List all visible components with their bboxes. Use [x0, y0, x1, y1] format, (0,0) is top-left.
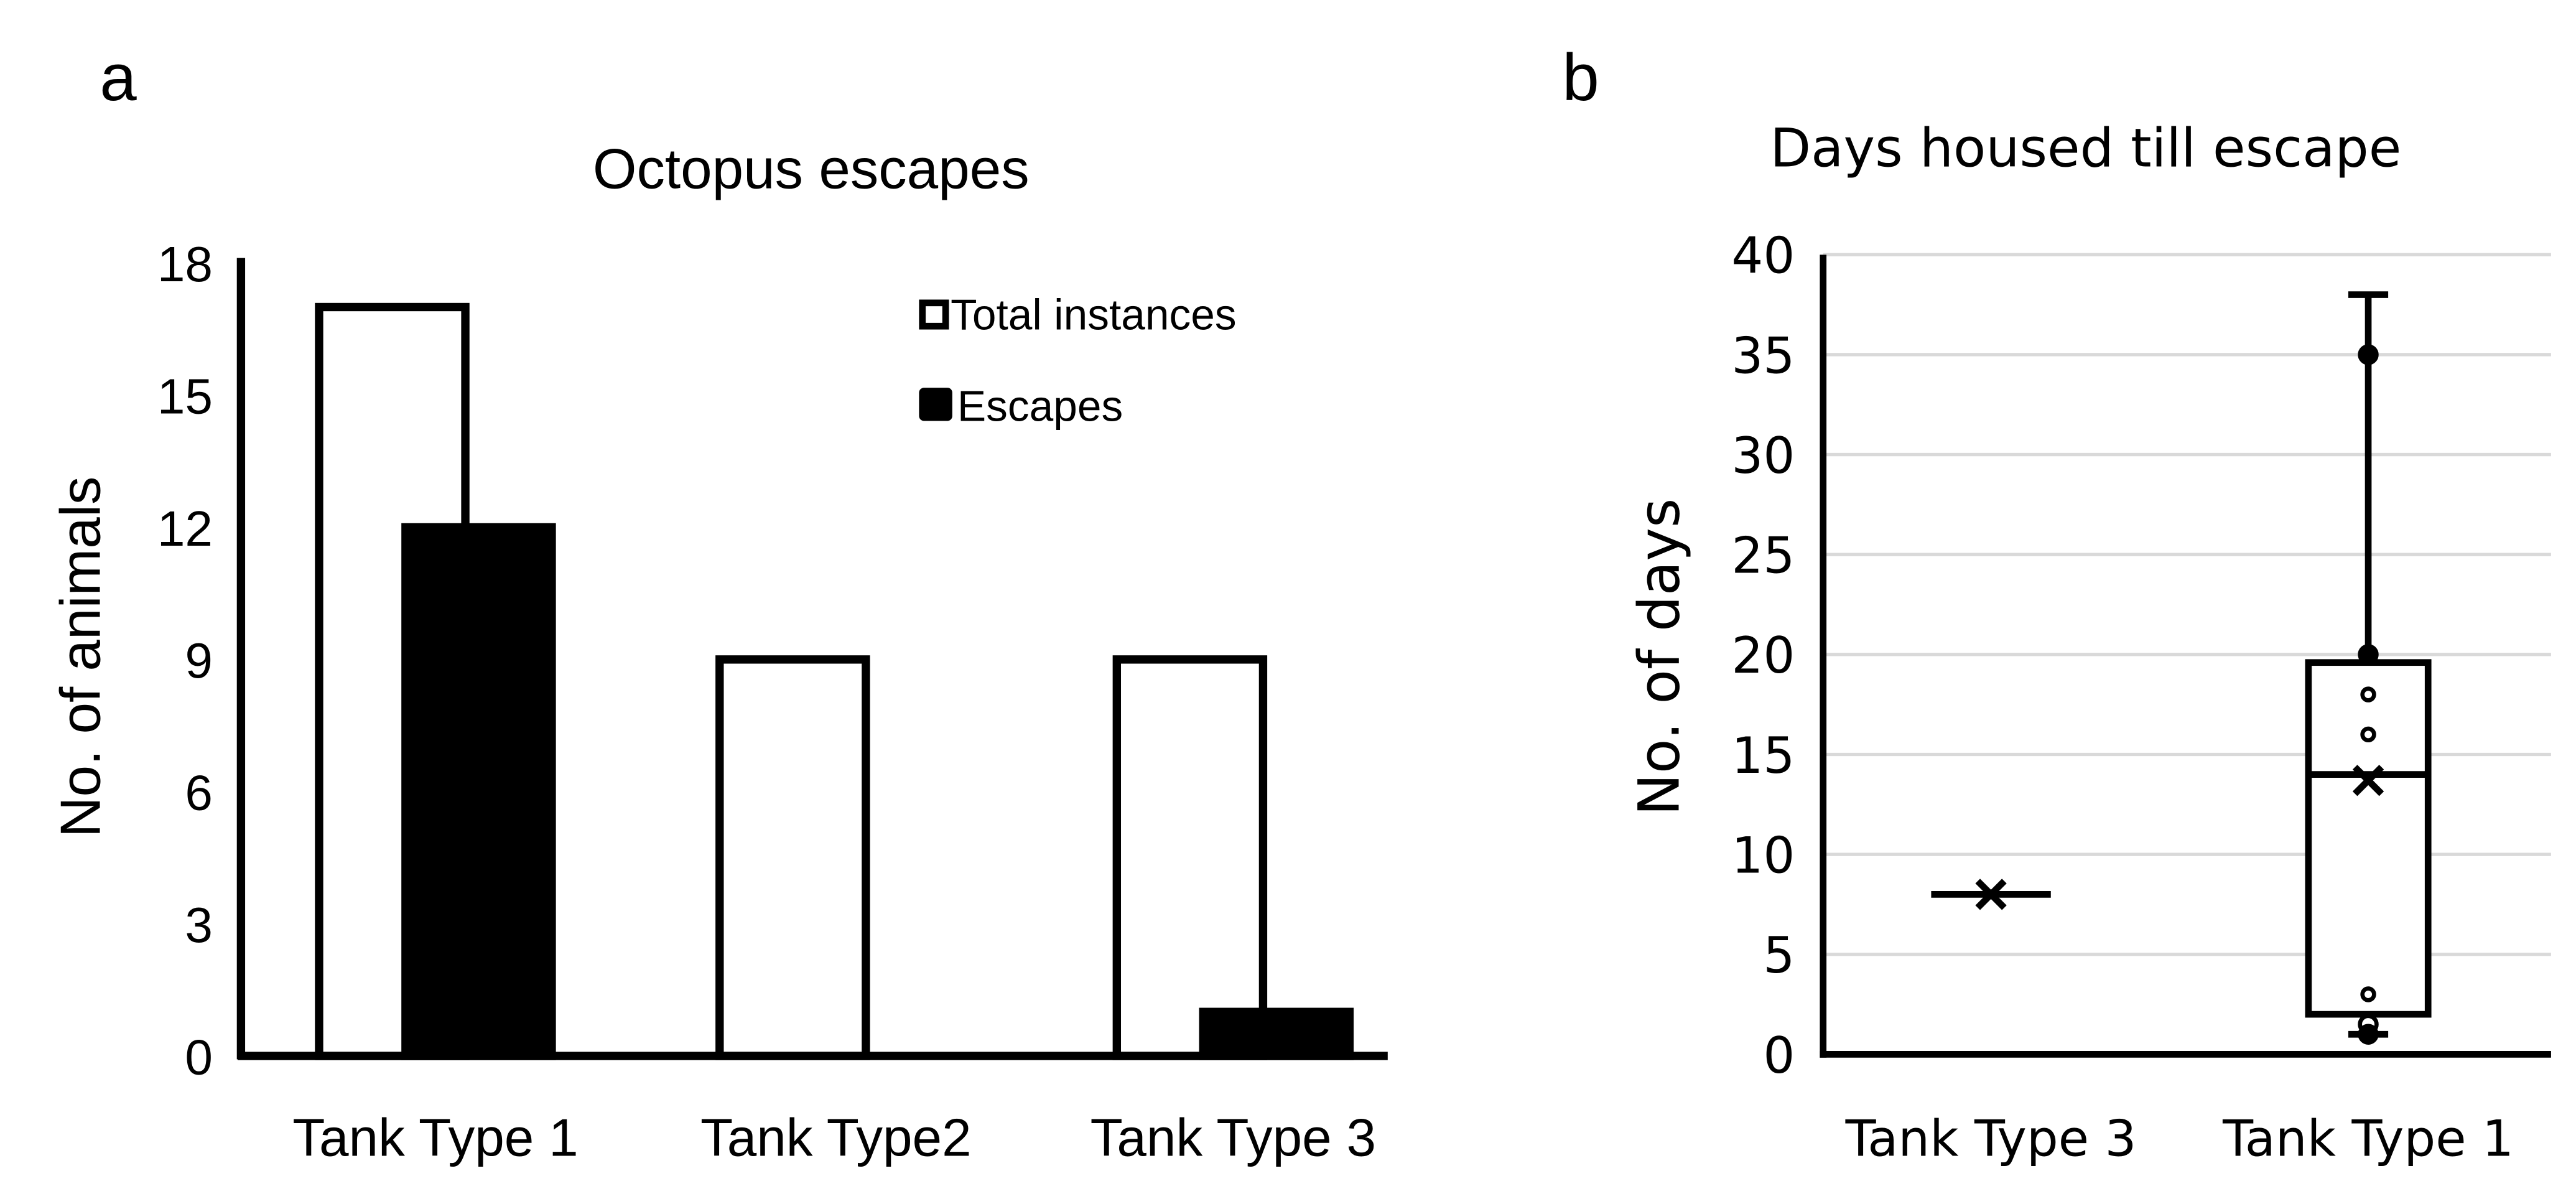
x-tick-label: Tank Type 1: [292, 1108, 578, 1167]
mean-marker: [1975, 879, 2007, 910]
mean-marker: [2352, 765, 2384, 796]
x-tick-label: Tank Type2: [700, 1108, 972, 1167]
y-axis-label: No. of days: [1627, 498, 1692, 816]
data-point: [2358, 1024, 2379, 1045]
x-tick-label: Tank Type 3: [1845, 1109, 2137, 1167]
box-plot-days-housed: Days housed till escape No. of days 0 5 10…: [1627, 118, 2551, 1167]
box: [2305, 659, 2432, 1018]
data-point: [2360, 726, 2376, 743]
y-tick-label: 15: [1731, 727, 1795, 785]
bar-total-instances: [1112, 655, 1268, 1060]
y-tick-label: 40: [1731, 227, 1795, 285]
chart-title: Octopus escapes: [593, 138, 1030, 200]
legend-label-total: Total instances: [951, 291, 1236, 339]
data-point: [2358, 644, 2379, 665]
bar-escapes: [401, 523, 556, 1060]
y-tick-label: 6: [185, 765, 213, 821]
legend-label-escapes: Escapes: [957, 381, 1123, 430]
legend: Total instances Escapes: [919, 291, 1237, 430]
legend-swatch-total: [919, 299, 949, 330]
y-tick-label: 25: [1731, 527, 1795, 585]
legend-swatch-escapes: [919, 388, 952, 421]
bar-chart-octopus-escapes: Octopus escapes No. of animals 0 3 6 9 12 15 1…: [49, 138, 1388, 1167]
y-tick-label: 20: [1731, 627, 1795, 684]
panel-label-a: a: [100, 40, 137, 114]
panel-label-b: b: [1562, 40, 1599, 114]
data-point: [2360, 686, 2376, 703]
data-point: [2360, 986, 2376, 1002]
y-tick-label: 15: [157, 368, 213, 424]
y-tick-label: 10: [1731, 827, 1795, 885]
data-point: [2358, 344, 2379, 365]
y-tick-label: 18: [157, 236, 213, 292]
bar-total-instances: [715, 655, 870, 1060]
y-tick-label: 30: [1731, 427, 1795, 485]
x-tick-label: Tank Type 3: [1090, 1108, 1376, 1167]
y-tick-label: 35: [1731, 327, 1795, 385]
y-tick-label: 5: [1763, 927, 1795, 984]
y-tick-label: 9: [185, 632, 213, 688]
y-tick-label: 3: [185, 897, 213, 953]
y-tick-label: 12: [157, 500, 213, 556]
bar-escapes: [1199, 1007, 1354, 1060]
y-tick-label: 0: [1763, 1027, 1795, 1085]
chart-title: Days housed till escape: [1770, 118, 2401, 180]
x-tick-label: Tank Type 1: [2222, 1109, 2514, 1167]
y-tick-label: 0: [185, 1029, 213, 1085]
y-axis-label: No. of animals: [49, 477, 112, 838]
